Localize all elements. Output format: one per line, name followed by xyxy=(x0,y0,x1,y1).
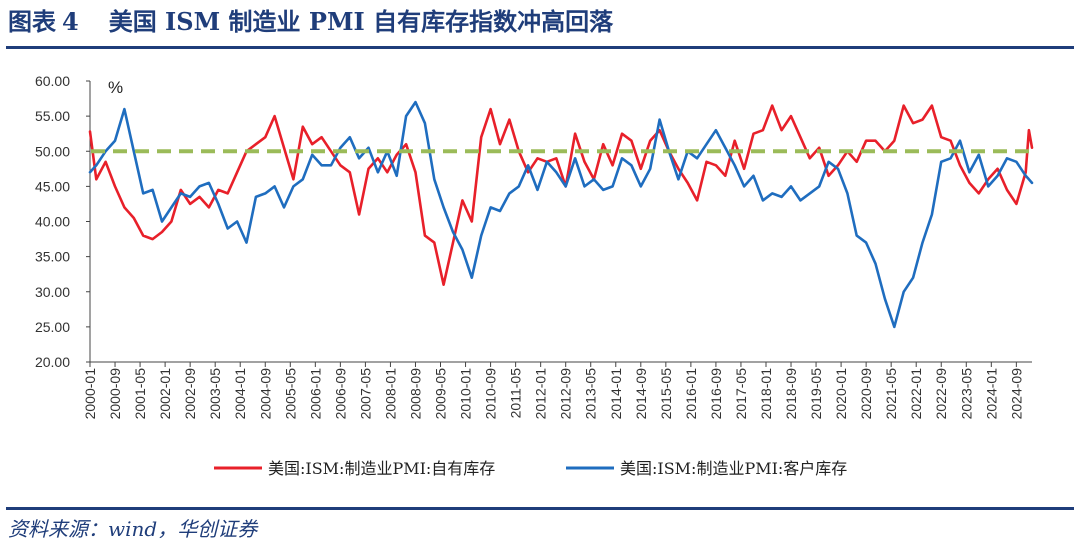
x-tick-label: 2001-05 xyxy=(132,368,148,420)
x-tick-label: 2006-09 xyxy=(332,368,348,420)
x-tick-label: 2020-09 xyxy=(858,368,874,420)
x-tick-label: 2014-09 xyxy=(633,368,649,420)
x-tick-label: 2020-01 xyxy=(833,368,849,420)
x-tick-label: 2006-01 xyxy=(307,368,323,420)
x-tick-label: 2019-05 xyxy=(808,368,824,420)
figure-title: 图表 4 美国 ISM 制造业 PMI 自有库存指数冲高回落 xyxy=(8,3,613,41)
x-tick-label: 2000-01 xyxy=(82,368,98,420)
x-tick-label: 2012-09 xyxy=(558,368,574,420)
x-tick-label: 2016-01 xyxy=(683,368,699,420)
x-tick-label: 2003-05 xyxy=(207,368,223,420)
line-chart: 20.00 25.00 30.00 35.00 40.00 45.00 50.00 55.00… xyxy=(35,73,1034,478)
x-tick-label: 2023-05 xyxy=(958,368,974,420)
x-tick-label: 2017-05 xyxy=(733,368,749,420)
legend-label-1: 美国:ISM:制造业PMI:自有库存 xyxy=(268,459,495,478)
source-divider xyxy=(6,507,1074,510)
x-tick-label: 2011-05 xyxy=(508,368,524,419)
figure-title-text: 美国 ISM 制造业 PMI 自有库存指数冲高回落 xyxy=(108,7,614,36)
y-unit-label: % xyxy=(108,78,123,97)
x-tick-label: 2024-01 xyxy=(983,368,999,420)
x-tick-label: 2022-01 xyxy=(908,368,924,420)
x-tick-label: 2016-09 xyxy=(708,368,724,420)
y-tick-label: 30.00 xyxy=(35,284,70,300)
y-tick-label: 35.00 xyxy=(35,249,70,265)
legend-label-2: 美国:ISM:制造业PMI:客户库存 xyxy=(620,459,847,478)
x-tick-label: 2004-01 xyxy=(232,368,248,420)
y-tick-label: 45.00 xyxy=(35,178,70,194)
x-tick-label: 2024-09 xyxy=(1008,368,1024,420)
x-tick-label: 2005-05 xyxy=(282,368,298,420)
x-tick-label: 2015-05 xyxy=(658,368,674,420)
y-tick-label: 20.00 xyxy=(35,354,70,370)
x-tick-label: 2018-01 xyxy=(758,368,774,420)
y-tick-label: 60.00 xyxy=(35,73,70,89)
y-tick-label: 50.00 xyxy=(35,143,70,159)
x-tick-label: 2010-09 xyxy=(483,368,499,420)
x-tick-label: 2004-09 xyxy=(257,368,273,420)
series-line-1 xyxy=(88,104,1034,286)
x-tick-label: 2009-05 xyxy=(433,368,449,420)
series-line-2 xyxy=(88,100,1034,329)
x-tick-label: 2008-09 xyxy=(407,368,423,420)
figure-title-prefix: 图表 xyxy=(8,7,56,36)
x-tick-label: 2008-01 xyxy=(382,368,398,420)
y-tick-label: 40.00 xyxy=(35,214,70,230)
figure-title-number: 4 xyxy=(62,7,79,36)
title-divider xyxy=(6,46,1074,49)
x-tick-label: 2000-09 xyxy=(107,368,123,420)
y-tick-label: 25.00 xyxy=(35,319,70,335)
x-tick-label: 2012-01 xyxy=(533,368,549,420)
x-tick-label: 2018-09 xyxy=(783,368,799,420)
x-tick-label: 2014-01 xyxy=(608,368,624,420)
x-tick-label: 2022-09 xyxy=(933,368,949,420)
x-tick-label: 2002-09 xyxy=(182,368,198,420)
x-tick-label: 2002-01 xyxy=(157,368,173,420)
x-tick-label: 2007-05 xyxy=(357,368,373,420)
x-tick-label: 2021-05 xyxy=(883,368,899,420)
x-tick-label: 2010-01 xyxy=(458,368,474,420)
source-note: 资料来源：wind，华创证券 xyxy=(8,517,258,541)
x-tick-label: 2013-05 xyxy=(583,368,599,420)
y-tick-label: 55.00 xyxy=(35,108,70,124)
